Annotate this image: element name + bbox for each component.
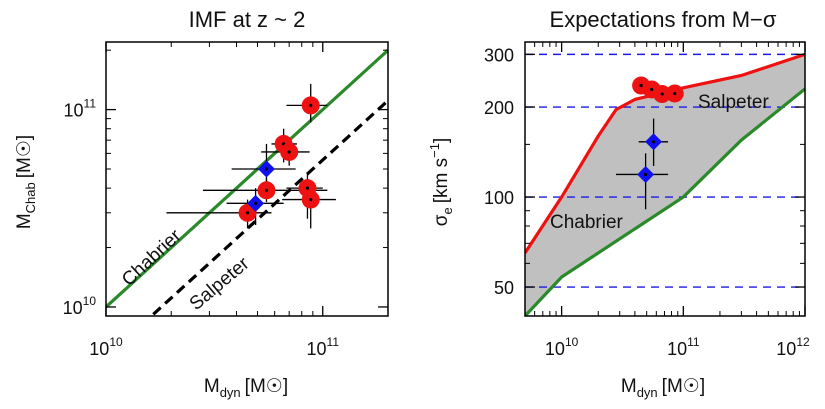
right-plot-frame — [524, 41, 806, 317]
left-y-label-close: ] — [14, 135, 35, 140]
left-line-chabrier — [106, 48, 388, 309]
right-x-tick-label-1: 1011 — [667, 335, 700, 359]
right-salpeter-curve — [525, 52, 805, 254]
right-shaded-region — [525, 54, 805, 316]
right-red-point-center-0 — [639, 83, 643, 88]
right-y-label-sup: −1 — [427, 143, 442, 158]
right-x-label-main: M — [621, 376, 637, 397]
left-y-label-main: M — [14, 213, 35, 229]
left-x-tick-label-1: 1011 — [307, 335, 340, 359]
left-red-point-center-6 — [245, 211, 250, 215]
left-y-tick-label-0: 1010 — [63, 294, 97, 318]
left-plot-frame — [105, 41, 389, 317]
right-x-tick-label-2: 1012 — [776, 335, 810, 359]
left-x-label-sub: dyn — [220, 385, 241, 400]
right-y-label-close: ] — [431, 138, 452, 143]
left-annotation-salpeter: Salpeter — [186, 253, 254, 315]
left-y-label-unit: [M — [14, 157, 35, 178]
right-x-label-close: ] — [700, 376, 705, 397]
left-annotation-chabrier: Chabrier — [118, 225, 186, 291]
left-red-point-center-2 — [287, 150, 291, 154]
left-y-axis-label: MChab [M☉] — [14, 135, 38, 229]
right-y-label-main: σ — [431, 214, 452, 226]
right-red-point-center-2 — [660, 92, 664, 96]
right-annotation-chabrier: Chabrier — [550, 212, 624, 233]
right-x-tick-label-0: 1010 — [545, 335, 579, 359]
left-chart-title: IMF at z ~ 2 — [189, 7, 306, 32]
left-y-label-sub: Chab — [23, 182, 38, 213]
left-ticks: 1010 1011 1010 1011 — [63, 42, 388, 359]
right-panel: Expectations from M−σ 1010 1011 1012 50 100 2… — [427, 7, 810, 400]
right-annotation-salpeter: Salpeter — [698, 92, 769, 113]
left-y-tick-label-1: 1011 — [64, 97, 97, 121]
right-ticks: 1010 1011 1012 50 100 200 300 — [484, 42, 810, 359]
right-x-label-sun: ☉ — [683, 376, 700, 397]
right-y-axis-label: σe [km s−1] — [427, 138, 455, 226]
left-x-label-sun: ☉ — [266, 376, 283, 397]
left-plot-area — [106, 48, 388, 316]
right-y-label-sub: e — [440, 207, 455, 214]
right-chart-title: Expectations from M−σ — [550, 7, 777, 32]
right-y-tick-label-2: 200 — [484, 98, 514, 118]
left-y-label-sun: ☉ — [14, 140, 35, 157]
left-red-point-center-0 — [309, 103, 313, 108]
right-chabrier-curve — [525, 87, 805, 316]
left-x-label-main: M — [204, 376, 220, 397]
right-red-point-center-1 — [650, 87, 654, 92]
left-blue-point-center-1 — [254, 201, 258, 205]
left-red-point-center-3 — [305, 186, 310, 190]
left-red-point-center-4 — [309, 197, 313, 202]
right-red-point-center-3 — [673, 91, 677, 96]
left-blue-point-center-0 — [264, 167, 269, 171]
right-y-tick-label-1: 100 — [484, 188, 514, 208]
left-line-salpeter — [149, 99, 388, 316]
right-x-label-unit: [M — [662, 376, 683, 397]
left-x-label-close: ] — [283, 376, 288, 397]
left-red-point-center-5 — [264, 188, 269, 192]
right-blue-point-center-0 — [652, 140, 656, 144]
right-y-tick-label-0: 50 — [494, 278, 514, 298]
left-x-axis-label: Mdyn [M☉] — [204, 376, 288, 400]
right-plot-area — [525, 52, 805, 316]
right-x-axis-label: Mdyn [M☉] — [621, 376, 705, 400]
right-y-label-unit: [km s — [431, 158, 452, 203]
right-blue-point-center-1 — [644, 172, 648, 177]
right-y-tick-label-3: 300 — [484, 45, 514, 65]
left-x-label-unit: [M — [245, 376, 266, 397]
left-x-tick-label-0: 1010 — [89, 335, 123, 359]
right-x-label-sub: dyn — [637, 385, 658, 400]
left-panel: IMF at z ~ 2 1010 1011 1010 1011 Chabrier S… — [14, 7, 389, 400]
